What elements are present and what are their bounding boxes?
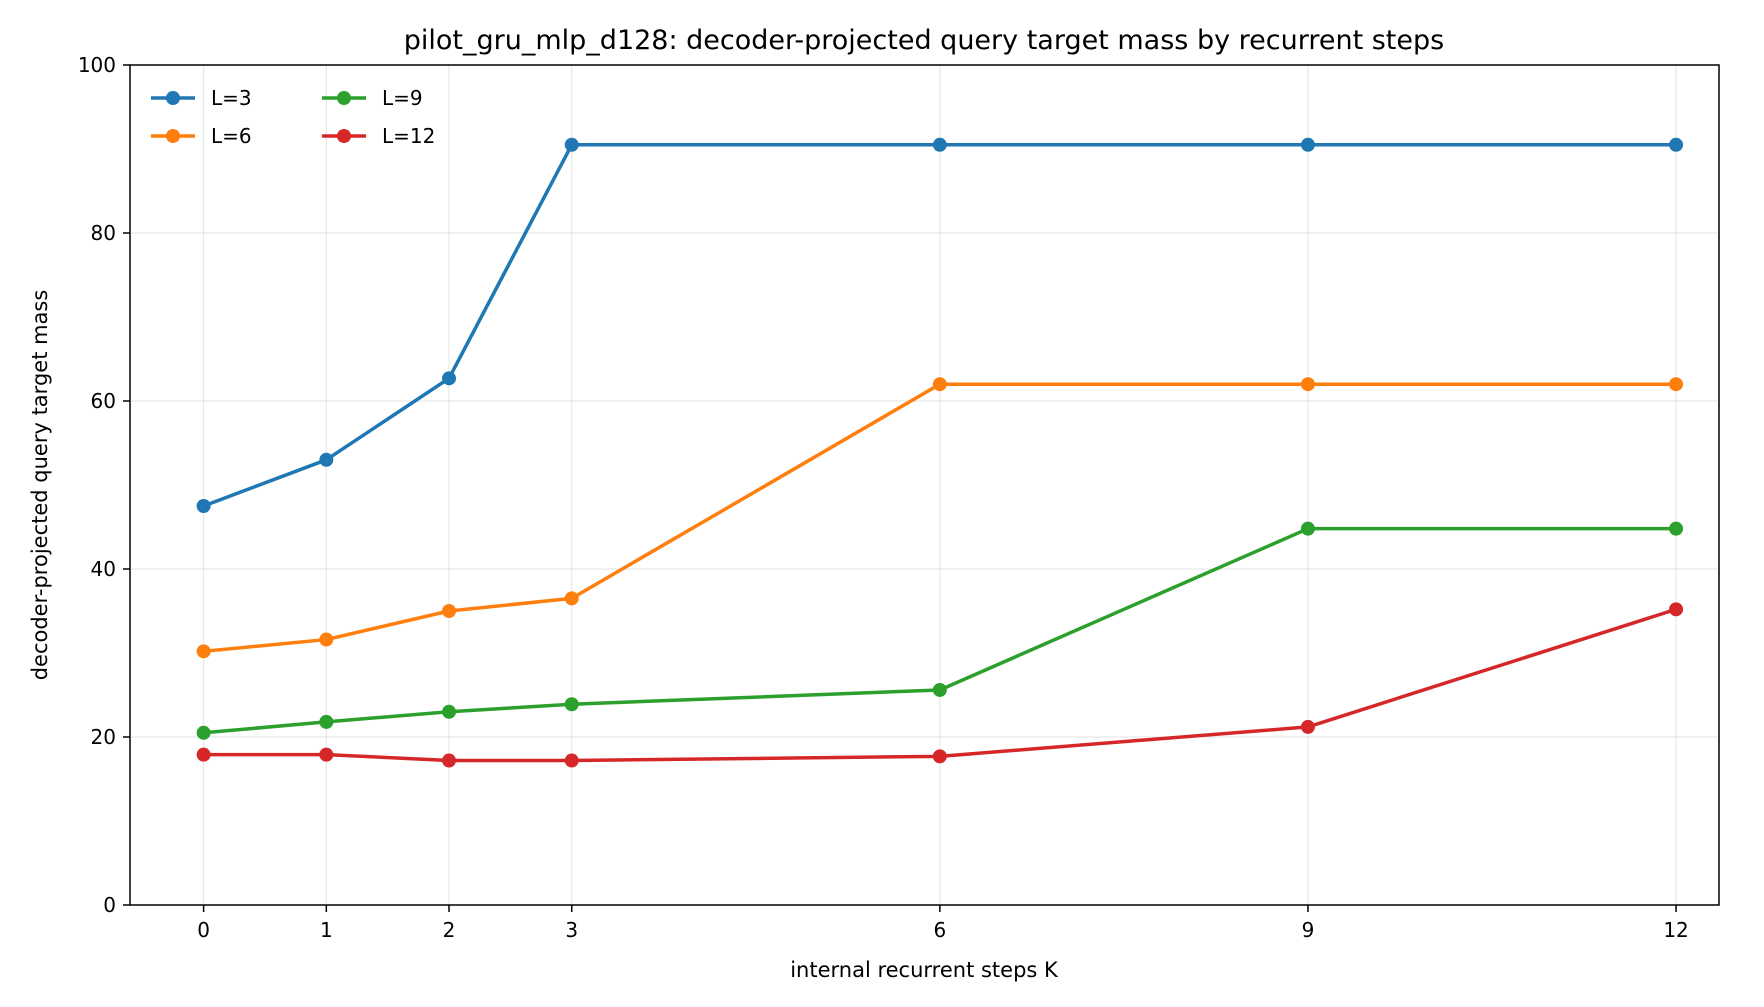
x-axis-ticks: 0 1 2 3 6 9 12 xyxy=(197,905,1689,942)
series-l6 xyxy=(196,377,1684,659)
y-tick-label: 100 xyxy=(78,53,116,77)
data-point xyxy=(319,632,334,647)
x-tick-label: 3 xyxy=(565,918,578,942)
data-point xyxy=(1669,377,1684,392)
data-point xyxy=(442,371,457,386)
data-point xyxy=(564,137,579,152)
series-l12 xyxy=(196,602,1684,768)
legend-label: L=6 xyxy=(211,124,252,148)
y-tick-label: 0 xyxy=(103,893,116,917)
legend-label: L=12 xyxy=(382,124,435,148)
y-tick-label: 40 xyxy=(91,557,116,581)
data-point xyxy=(932,682,947,697)
legend-item: L=12 xyxy=(322,124,435,148)
data-point xyxy=(1300,377,1315,392)
data-point xyxy=(196,644,211,659)
series-group xyxy=(196,137,1684,768)
y-axis-ticks: 0 20 40 60 80 100 xyxy=(78,53,130,917)
data-point xyxy=(932,137,947,152)
chart-title: pilot_gru_mlp_d128: decoder-projected qu… xyxy=(404,25,1444,56)
legend-item: L=9 xyxy=(322,86,423,110)
data-point xyxy=(1669,521,1684,536)
data-point xyxy=(196,747,211,762)
data-point xyxy=(1300,137,1315,152)
legend-item: L=3 xyxy=(151,86,252,110)
x-tick-label: 1 xyxy=(320,918,333,942)
legend-marker xyxy=(166,91,180,105)
x-tick-label: 12 xyxy=(1663,918,1688,942)
data-point xyxy=(932,749,947,764)
plot-frame xyxy=(129,64,1720,906)
data-point xyxy=(442,753,457,768)
data-point xyxy=(932,377,947,392)
x-tick-label: 2 xyxy=(443,918,456,942)
data-point xyxy=(319,452,334,467)
data-point xyxy=(319,747,334,762)
legend: L=3 L=6 L=9 L=12 xyxy=(151,86,435,148)
data-point xyxy=(1669,137,1684,152)
legend-label: L=3 xyxy=(211,86,252,110)
data-point xyxy=(1669,602,1684,617)
data-point xyxy=(564,753,579,768)
data-point xyxy=(319,714,334,729)
data-point xyxy=(1300,521,1315,536)
y-axis-label: decoder-projected query target mass xyxy=(28,290,52,681)
series-l3 xyxy=(196,137,1684,513)
data-point xyxy=(564,591,579,606)
legend-label: L=9 xyxy=(382,86,423,110)
legend-marker xyxy=(337,91,351,105)
data-point xyxy=(442,604,457,618)
legend-marker xyxy=(337,129,351,143)
x-tick-label: 0 xyxy=(197,918,210,942)
legend-marker xyxy=(166,129,180,143)
data-point xyxy=(564,697,579,712)
y-tick-label: 20 xyxy=(91,725,116,749)
data-point xyxy=(442,704,457,719)
x-tick-label: 9 xyxy=(1302,918,1315,942)
y-tick-label: 60 xyxy=(91,389,116,413)
legend-item: L=6 xyxy=(151,124,252,148)
data-point xyxy=(196,499,211,513)
data-point xyxy=(196,725,211,740)
x-axis-label: internal recurrent steps K xyxy=(790,958,1059,982)
series-l9 xyxy=(196,521,1684,740)
y-tick-label: 80 xyxy=(91,221,116,245)
x-tick-label: 6 xyxy=(933,918,946,942)
data-point xyxy=(1300,719,1315,734)
